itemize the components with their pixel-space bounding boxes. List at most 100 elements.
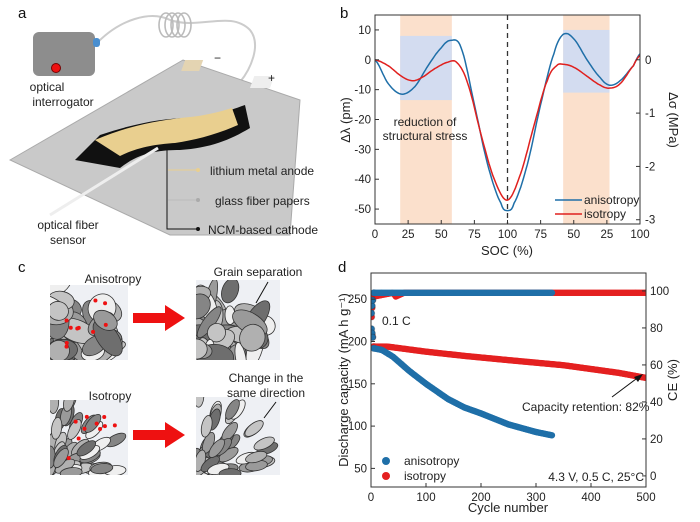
y-axis-label: Δλ (pm) xyxy=(338,97,353,143)
pointer-arrow xyxy=(255,281,269,304)
sensor-label-1: optical fiber xyxy=(37,218,98,232)
strain-arrow-icon xyxy=(76,436,81,441)
strain-arrow-icon xyxy=(84,414,89,419)
strain-arrow-icon xyxy=(93,298,98,303)
strain-arrow-icon xyxy=(98,426,103,431)
strain-arrow-icon xyxy=(103,322,108,327)
legend: anisotropy isotropy xyxy=(555,193,639,221)
arrowhead-icon xyxy=(634,374,643,382)
y2-tick-label: 100 xyxy=(650,286,669,298)
strain-arrow-icon xyxy=(73,419,78,424)
y-tick-label: 250 xyxy=(348,294,367,306)
x-tick-label: 25 xyxy=(600,229,613,241)
legend-marker-isotropy xyxy=(382,472,390,480)
cathode-dot xyxy=(196,227,200,231)
grain xyxy=(225,399,240,420)
isotropy-label: Isotropy xyxy=(89,389,132,403)
x-axis-label: SOC (%) xyxy=(481,243,533,258)
ce-point-anisotropy xyxy=(371,309,376,317)
strain-arrow-icon xyxy=(75,326,80,331)
y2-tick-label: -1 xyxy=(645,108,655,120)
anisotropy-grains-before xyxy=(50,285,128,360)
shaded-region-blue xyxy=(563,29,610,93)
legend-marker-anisotropy xyxy=(382,457,390,465)
red-led-icon xyxy=(51,63,61,73)
grain-separation-label: Grain separation xyxy=(214,265,303,279)
grain xyxy=(84,413,102,433)
coil-icon xyxy=(158,12,192,38)
layer-label-cathode: NCM-based cathode xyxy=(208,223,318,237)
capacity-point-anisotropy xyxy=(548,432,556,439)
grain xyxy=(221,280,240,304)
capacity-point-anisotropy xyxy=(371,333,377,341)
x-tick-label: 50 xyxy=(435,229,448,241)
y-tick-label: 0 xyxy=(365,55,371,67)
ce-point-anisotropy xyxy=(548,289,556,296)
grain xyxy=(50,400,60,414)
y-tick-label: -40 xyxy=(354,174,371,186)
y2-axis-label: Δσ (MPa) xyxy=(666,92,681,148)
anisotropy-label: Anisotropy xyxy=(85,272,142,286)
strain-arrow-icon xyxy=(66,456,71,461)
x-tick-label: 75 xyxy=(534,229,547,241)
grain xyxy=(93,309,118,331)
minus-sign: − xyxy=(214,51,221,65)
grain xyxy=(53,448,69,469)
y-tick-label: 100 xyxy=(348,421,367,433)
grain xyxy=(196,293,211,320)
grain xyxy=(196,338,208,360)
y-tick-label: 150 xyxy=(348,379,367,391)
anisotropy-grains-after xyxy=(196,280,280,360)
y2-tick-label: 0 xyxy=(645,55,651,67)
y-tick-label: 200 xyxy=(348,337,367,349)
panel-label-a: a xyxy=(18,5,27,22)
annotation-conditions: 4.3 V, 0.5 C, 25°C xyxy=(548,470,644,484)
strain-arrow-icon xyxy=(102,424,107,429)
interrogator-label-1: optical xyxy=(30,80,65,94)
grain xyxy=(239,323,266,352)
legend-label-anisotropy: anisotropy xyxy=(584,193,639,207)
legend: anisotropy isotropy xyxy=(382,454,459,483)
grain xyxy=(59,467,83,475)
cathode-leader xyxy=(166,150,198,230)
legend-label-isotropy: isotropy xyxy=(584,207,626,221)
anode-layer xyxy=(95,108,238,156)
plot-frame xyxy=(370,272,647,488)
strain-chart: 0 25 50 75 100 75 50 25 100100-10-20-30-40-500-1… xyxy=(338,14,681,258)
legend-label-anisotropy: anisotropy xyxy=(404,454,459,468)
optical-fiber xyxy=(49,146,159,217)
legend-label-isotropy: isotropy xyxy=(404,469,446,483)
y2-tick-label: 0 xyxy=(650,471,656,483)
y-axis-label: Discharge capacity (mA h g⁻¹) xyxy=(336,293,351,467)
x-tick-label: 300 xyxy=(526,492,545,504)
y-tick-label: -30 xyxy=(354,144,371,156)
x-tick-label: 200 xyxy=(471,492,490,504)
fiber-cable xyxy=(97,15,256,83)
strain-arrow-icon xyxy=(68,325,73,330)
strain-arrow-icon xyxy=(94,421,99,426)
y-tick-label: 50 xyxy=(354,463,367,475)
x-tick-label: 50 xyxy=(567,229,580,241)
plus-sign: + xyxy=(268,71,275,85)
y2-tick-label: 60 xyxy=(650,360,663,372)
red-arrow-icon xyxy=(133,422,185,448)
sensor-label-2: sensor xyxy=(50,233,86,247)
y2-tick-label: 20 xyxy=(650,434,663,446)
grain xyxy=(244,420,264,437)
strain-arrow-icon xyxy=(112,423,117,428)
layer-label-glass: glass fiber papers xyxy=(215,194,310,208)
capacity-point-isotropy xyxy=(642,374,646,381)
grain xyxy=(67,419,82,440)
grain xyxy=(76,440,97,457)
grain xyxy=(50,301,69,321)
annotation-line-2: structural stress xyxy=(383,129,468,143)
panel-label-c: c xyxy=(18,259,26,276)
layer-label-anode: lithium metal anode xyxy=(210,164,314,178)
annotation-rate: 0.1 C xyxy=(382,314,411,328)
grain xyxy=(208,438,225,458)
x-tick-label: 100 xyxy=(498,229,517,241)
interrogator-box xyxy=(33,32,95,76)
y-tick-label: -20 xyxy=(354,115,371,127)
anode-dot xyxy=(196,168,200,172)
